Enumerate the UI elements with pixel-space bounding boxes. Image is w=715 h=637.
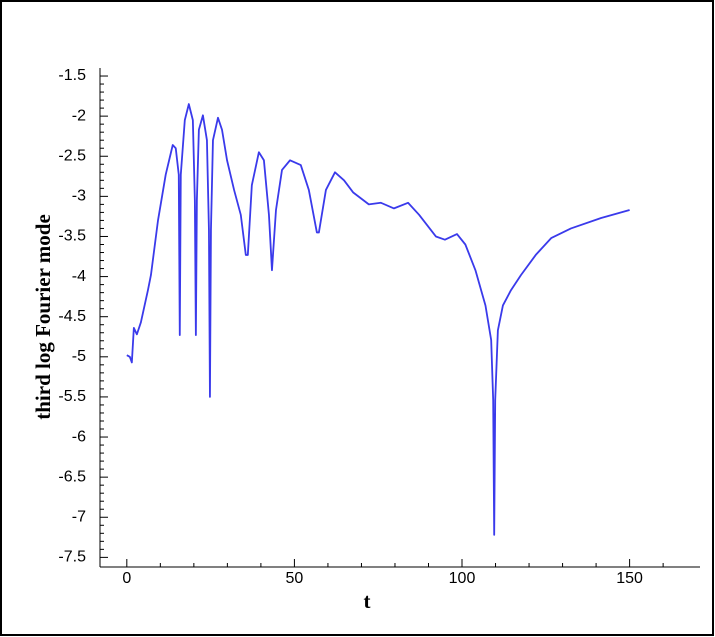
y-tick-label: -2.5: [58, 147, 86, 164]
y-tick-label: -4: [72, 268, 86, 285]
x-tick-label: 0: [122, 570, 131, 587]
x-tick-label: 50: [286, 570, 304, 587]
y-tick-label: -4.5: [58, 308, 86, 325]
x-axis-title: t: [364, 589, 371, 613]
x-tick-label: 150: [616, 570, 643, 587]
y-axis-title: third log Fourier mode: [31, 214, 55, 420]
y-tick-label: -5: [72, 348, 86, 365]
y-tick-label: -6.5: [58, 468, 86, 485]
y-tick-label: -3.5: [58, 228, 86, 245]
y-tick-label: -5.5: [58, 388, 86, 405]
y-tick-label: -7: [72, 508, 86, 525]
y-tick-label: -6: [72, 428, 86, 445]
data-line: [126, 103, 630, 536]
y-tick-label: -1.5: [58, 67, 86, 84]
y-tick-label: -3: [72, 188, 86, 205]
x-tick-label: 100: [449, 570, 476, 587]
y-tick-label: -2: [72, 107, 86, 124]
y-tick-label: -7.5: [58, 549, 86, 566]
